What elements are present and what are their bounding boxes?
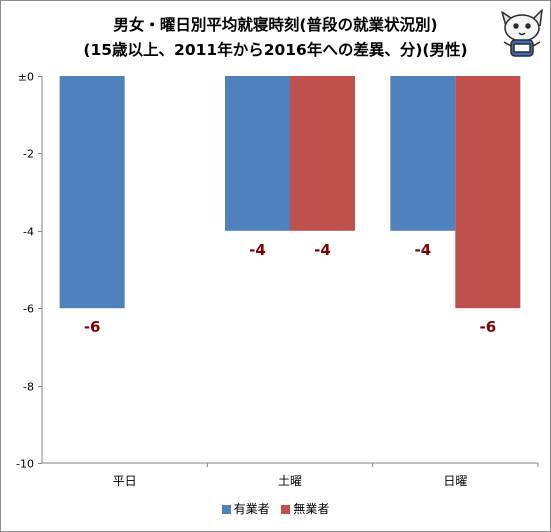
chart-title-line1: 男女・曜日別平均就寝時刻(普段の就業状況別) [113,16,438,34]
legend: 有業者 無業者 [0,500,551,517]
data-label: -6 [84,318,101,336]
data-label: -4 [249,241,266,259]
legend-swatch-series2 [281,505,291,514]
legend-label-series2: 無業者 [293,502,330,516]
mascot-icon [501,9,543,57]
legend-item-series1: 有業者 [221,500,270,517]
x-tick-label: 日曜 [443,474,467,488]
y-tick-label: ±0 [18,71,34,84]
bar [225,76,290,231]
bar [455,76,521,309]
x-tick-label: 平日 [113,474,137,488]
bar [59,76,125,309]
y-tick-label: -10 [16,458,34,471]
bar [290,76,355,231]
chart-title-line2: (15歳以上、2011年から2016年への差異、分)(男性) [83,41,468,59]
legend-label-series1: 有業者 [233,502,270,516]
legend-swatch-series1 [221,505,231,514]
legend-item-series2: 無業者 [281,500,329,517]
chart-plot: ±0 -2 -4 -6 -8 -10 平日 -6 土曜 -4 -4 日曜 -4 -6 [16,71,539,488]
data-label: -4 [314,241,331,259]
bar [390,76,456,231]
y-tick-label: -2 [23,148,34,161]
data-label: -4 [414,241,431,259]
data-label: -6 [479,318,496,336]
x-tick-label: 土曜 [278,474,302,488]
y-tick-label: -6 [23,303,34,316]
y-tick-label: -8 [23,381,34,394]
y-tick-label: -4 [23,226,34,239]
